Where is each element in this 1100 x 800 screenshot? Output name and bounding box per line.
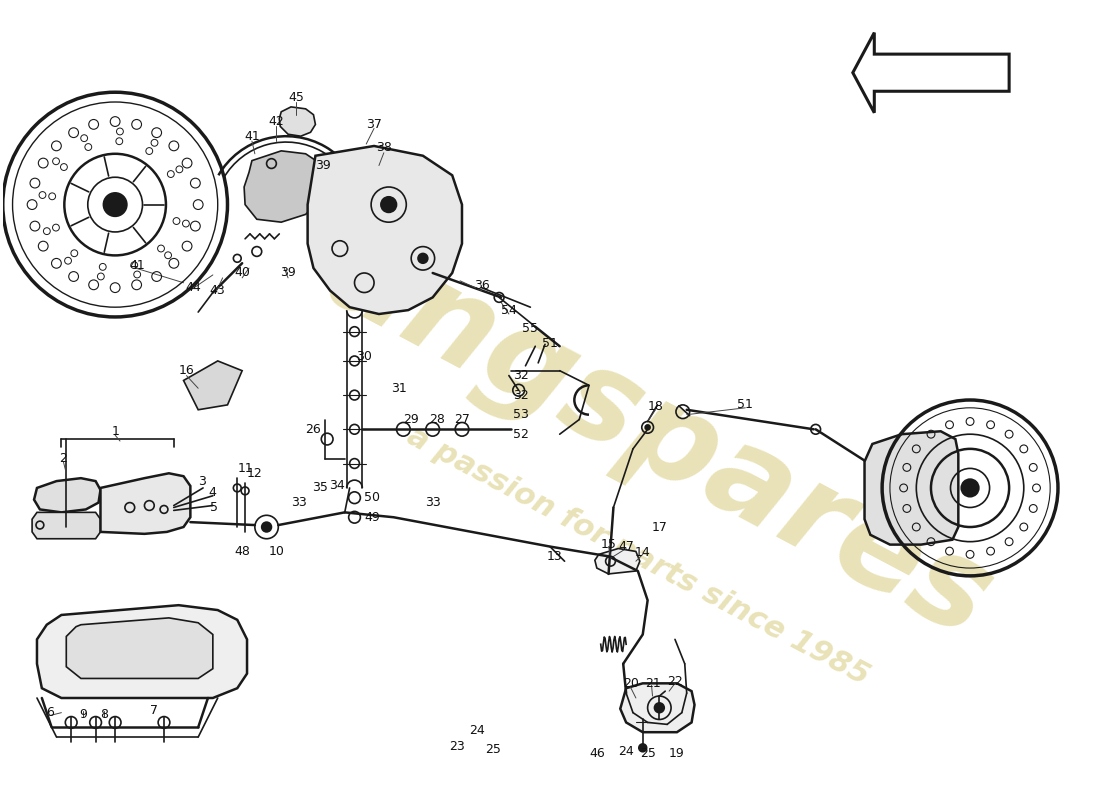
Text: 15: 15 (601, 538, 616, 551)
Text: 39: 39 (316, 159, 331, 172)
Polygon shape (852, 33, 1009, 113)
Polygon shape (32, 512, 100, 538)
Text: 54: 54 (500, 304, 517, 317)
Text: 4: 4 (208, 486, 216, 499)
Polygon shape (279, 107, 316, 136)
Text: 33: 33 (425, 496, 441, 509)
Polygon shape (34, 478, 100, 512)
Text: 10: 10 (268, 545, 284, 558)
Text: 20: 20 (623, 677, 639, 690)
Text: 9: 9 (79, 708, 87, 721)
Polygon shape (100, 474, 190, 534)
Text: 2: 2 (59, 452, 67, 465)
Circle shape (103, 193, 127, 216)
Text: 46: 46 (588, 747, 605, 760)
Text: 41: 41 (244, 130, 260, 142)
Polygon shape (66, 618, 212, 678)
Circle shape (961, 479, 979, 497)
Text: 14: 14 (635, 546, 650, 559)
Text: 38: 38 (376, 142, 392, 154)
Text: 11: 11 (238, 462, 253, 475)
Text: 50: 50 (364, 491, 381, 504)
Text: 1: 1 (111, 425, 119, 438)
Text: 32: 32 (513, 369, 528, 382)
Text: 32: 32 (513, 389, 528, 402)
Circle shape (654, 703, 664, 713)
Text: 34: 34 (329, 479, 344, 493)
Text: a passion for parts since 1985: a passion for parts since 1985 (402, 422, 874, 691)
Text: 26: 26 (306, 423, 321, 436)
Polygon shape (37, 605, 248, 698)
Text: 17: 17 (651, 521, 668, 534)
Text: 28: 28 (429, 413, 444, 426)
Text: 33: 33 (290, 496, 307, 509)
Text: 6: 6 (46, 706, 54, 719)
Text: 7: 7 (151, 704, 158, 717)
Text: 51: 51 (737, 398, 754, 411)
Text: 18: 18 (648, 400, 663, 414)
Text: 8: 8 (100, 708, 109, 721)
Text: 44: 44 (186, 281, 201, 294)
Circle shape (262, 522, 272, 532)
Text: 36: 36 (474, 279, 490, 292)
Polygon shape (184, 361, 242, 410)
Circle shape (639, 744, 647, 752)
Text: 41: 41 (130, 258, 145, 272)
Text: 13: 13 (547, 550, 563, 563)
Text: 49: 49 (364, 510, 380, 524)
Text: 19: 19 (669, 747, 685, 760)
Text: 51: 51 (542, 337, 558, 350)
Text: 55: 55 (522, 322, 538, 335)
Text: 5: 5 (210, 501, 218, 514)
Text: 52: 52 (513, 428, 528, 441)
Text: 47: 47 (618, 540, 634, 553)
Text: 45: 45 (288, 90, 304, 104)
Circle shape (646, 425, 650, 430)
Text: 27: 27 (454, 413, 470, 426)
Polygon shape (620, 683, 694, 732)
Text: 43: 43 (210, 284, 225, 297)
Text: 3: 3 (198, 474, 206, 487)
Text: 37: 37 (366, 118, 382, 131)
Text: 23: 23 (449, 740, 465, 754)
Text: 25: 25 (640, 747, 656, 760)
Polygon shape (308, 146, 462, 314)
Text: 24: 24 (469, 724, 484, 737)
Circle shape (381, 197, 396, 213)
Polygon shape (865, 431, 958, 545)
Circle shape (418, 254, 428, 263)
Text: 16: 16 (178, 364, 195, 377)
Text: 24: 24 (618, 746, 634, 758)
Text: 40: 40 (234, 266, 250, 279)
Text: 48: 48 (234, 545, 250, 558)
Text: 42: 42 (268, 115, 284, 128)
Text: 35: 35 (312, 482, 328, 494)
Polygon shape (244, 151, 326, 222)
Text: 31: 31 (390, 382, 406, 394)
Polygon shape (595, 549, 640, 574)
Text: 30: 30 (356, 350, 372, 362)
Text: 29: 29 (404, 413, 419, 426)
Text: 25: 25 (485, 743, 502, 756)
Text: ungspares: ungspares (304, 213, 1011, 666)
Text: 21: 21 (645, 677, 660, 690)
Text: 12: 12 (248, 466, 263, 480)
Text: 53: 53 (513, 408, 528, 421)
Text: 39: 39 (280, 266, 296, 279)
Text: 22: 22 (667, 675, 683, 688)
